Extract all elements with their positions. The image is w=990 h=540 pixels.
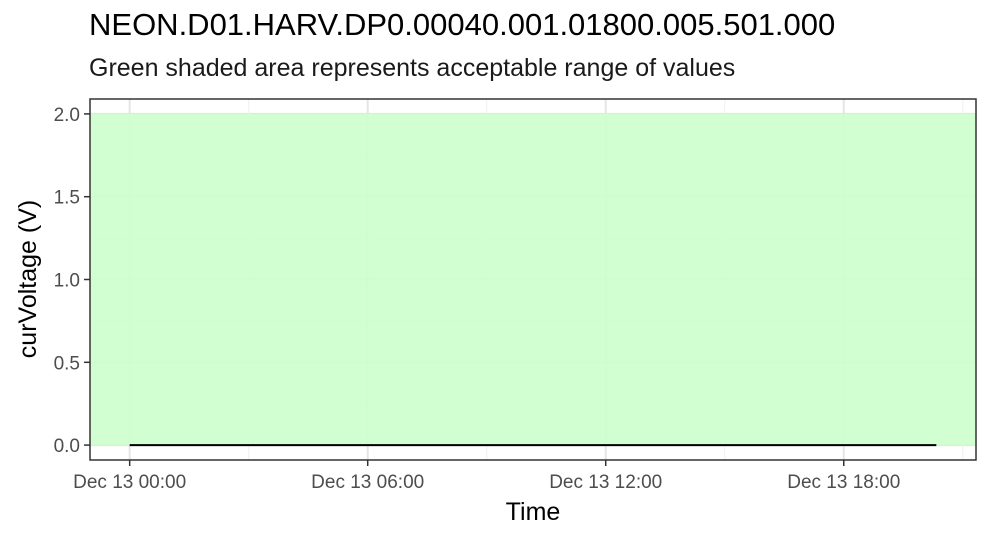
x-axis: Dec 13 00:00 Dec 13 06:00 Dec 13 12:00 Dec … — [73, 460, 900, 493]
acceptable-range-band — [90, 113, 976, 446]
x-tick-label: Dec 13 12:00 — [549, 472, 662, 493]
y-tick-label: 1.5 — [54, 188, 80, 209]
acceptable-range-area — [90, 113, 976, 446]
chart-subtitle: Green shaded area represents acceptable … — [89, 54, 736, 82]
y-tick-label: 0.0 — [54, 436, 80, 457]
y-tick-label: 0.5 — [54, 353, 80, 374]
x-tick-label: Dec 13 18:00 — [787, 472, 900, 493]
y-axis: 0.0 0.5 1.0 1.5 2.0 — [54, 105, 90, 457]
x-tick-label: Dec 13 00:00 — [73, 472, 186, 493]
x-tick-label: Dec 13 06:00 — [311, 472, 424, 493]
x-axis-title: Time — [506, 498, 561, 526]
chart-title: NEON.D01.HARV.DP0.00040.001.01800.005.50… — [89, 7, 836, 42]
y-tick-label: 2.0 — [54, 105, 80, 126]
y-axis-title: curVoltage (V) — [14, 200, 42, 358]
y-tick-label: 1.0 — [54, 271, 80, 292]
